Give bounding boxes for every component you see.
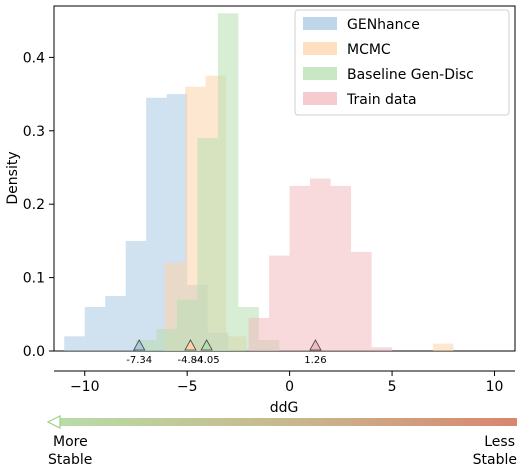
histogram-bar-train-data-0 — [248, 317, 270, 351]
legend-label: MCMC — [347, 42, 391, 58]
mean-marker-triangle — [133, 339, 146, 351]
y-tick-label: 0.2 — [23, 197, 45, 213]
stability-arrowhead — [46, 415, 61, 429]
histogram-bar-genhance-3 — [125, 240, 147, 351]
histogram-bar-train-data-1 — [269, 255, 290, 351]
stability-gradient-bar — [60, 418, 517, 426]
histogram-bar-train-data-3 — [310, 178, 331, 351]
x-tick-label: 5 — [388, 379, 397, 395]
less-stable-label-line2: Stable — [473, 452, 517, 467]
x-tick-label: −10 — [70, 379, 100, 395]
legend-label: Train data — [346, 92, 417, 108]
mean-marker-label: -7.34 — [126, 355, 152, 366]
histogram-bar-train-data-2 — [289, 185, 311, 351]
mean-marker-triangle — [184, 339, 197, 351]
legend-swatch — [303, 17, 337, 30]
histogram-bar-genhance-4 — [146, 97, 167, 352]
mean-marker-label: 1.26 — [304, 355, 326, 366]
mean-marker-triangle — [309, 339, 322, 351]
histogram-bar-baseline-gen-disc-0 — [135, 339, 157, 351]
mean-marker-triangle — [200, 339, 213, 351]
histogram-bar-train-data-6 — [371, 347, 393, 351]
histogram-bar-train-data-4 — [330, 185, 352, 351]
legend-label: GENhance — [347, 17, 420, 33]
legend-swatch — [303, 92, 337, 105]
histogram-bar-train-data-5 — [351, 251, 372, 351]
mean-marker-label: -4.84 — [178, 355, 204, 366]
more-stable-label-line1: More — [53, 434, 88, 450]
legend-box — [294, 9, 510, 116]
x-axis-label: ddG — [270, 400, 299, 416]
histogram-bar-baseline-gen-disc-3 — [197, 138, 218, 351]
legend-swatch — [303, 42, 337, 55]
y-tick-label: 0.4 — [23, 50, 45, 66]
more-stable-label-line2: Stable — [48, 452, 92, 467]
x-tick-label: 0 — [285, 379, 294, 395]
legend-label: Baseline Gen-Disc — [347, 67, 474, 83]
y-tick-label: 0.0 — [23, 344, 45, 360]
y-tick-label: 0.1 — [23, 271, 45, 287]
y-axis-ticks: 0.0 0.1 0.2 0.3 0.4 — [23, 50, 54, 360]
histogram-bar-genhance-0 — [64, 336, 85, 351]
x-tick-label: 10 — [486, 379, 504, 395]
histogram-bar-baseline-gen-disc-2 — [176, 299, 198, 351]
histogram-bar-baseline-gen-disc-1 — [156, 328, 177, 351]
histogram-bar-genhance-1 — [84, 306, 106, 351]
less-stable-label-line1: Less — [484, 434, 515, 450]
mean-markers: -7.34 -4.84-4.05 1.26 — [126, 339, 327, 366]
y-tick-label: 0.3 — [23, 124, 45, 140]
stability-arrow: More Stable Less Stable — [46, 415, 517, 467]
mean-marker-label: -4.05 — [194, 355, 220, 366]
histogram-bar-mcmc-4 — [433, 343, 454, 351]
y-axis-label: Density — [5, 151, 21, 204]
legend: GENhance MCMC Baseline Gen-Disc Train data — [294, 9, 510, 116]
legend-swatch — [303, 67, 337, 80]
histogram-bars — [64, 13, 454, 352]
x-tick-label: −5 — [177, 379, 198, 395]
x-axis-ticks: −10 −5 0 5 10 — [70, 371, 503, 395]
histogram-bar-genhance-2 — [105, 295, 126, 351]
histogram-bar-baseline-gen-disc-4 — [217, 13, 239, 352]
